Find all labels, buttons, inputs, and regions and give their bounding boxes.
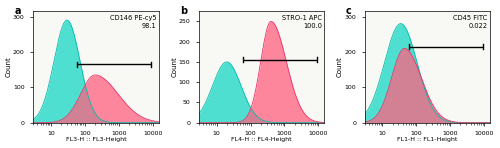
Y-axis label: Count: Count [172, 57, 177, 77]
Y-axis label: Count: Count [6, 57, 12, 77]
Y-axis label: Count: Count [337, 57, 343, 77]
X-axis label: FL1-H :: FL1-Height: FL1-H :: FL1-Height [397, 137, 458, 142]
X-axis label: FL4-H :: FL4-Height: FL4-H :: FL4-Height [232, 137, 292, 142]
X-axis label: FL3-H :: FL3-Height: FL3-H :: FL3-Height [66, 137, 126, 142]
Text: STRO-1 APC
100.0: STRO-1 APC 100.0 [282, 15, 322, 29]
Text: CD146 PE-cy5
98.1: CD146 PE-cy5 98.1 [110, 15, 156, 29]
Text: CD45 FITC
0.022: CD45 FITC 0.022 [454, 15, 488, 29]
Text: c: c [346, 6, 352, 16]
Text: a: a [14, 6, 20, 16]
Text: b: b [180, 6, 187, 16]
